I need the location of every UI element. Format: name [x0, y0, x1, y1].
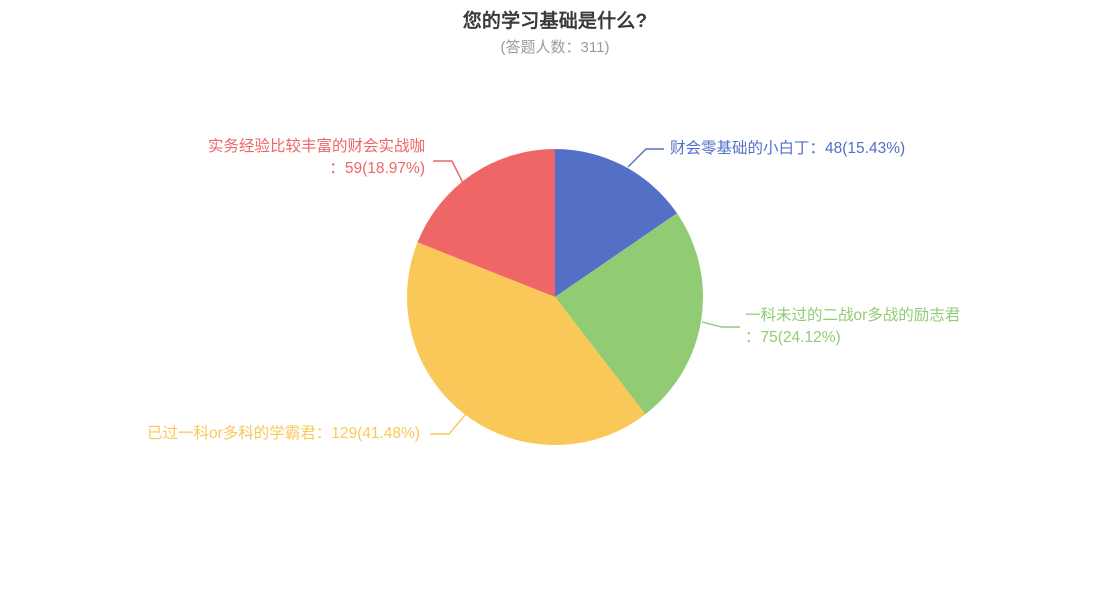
- leader-line-green: [701, 321, 740, 328]
- leader-line-yellow: [430, 413, 467, 435]
- pie-slice-red[interactable]: [417, 149, 555, 297]
- chart-subtitle-respondent-count: (答题人数：311): [500, 39, 610, 56]
- pie-label-yellow: 已过一科or多科的学霸君：129(41.48%): [146, 425, 420, 442]
- pie-slice-yellow[interactable]: [407, 242, 646, 445]
- page-title: 您的学习基础是什么?: [462, 11, 648, 32]
- leader-line-red: [433, 160, 464, 184]
- pie-label-red: 实务经验比较丰富的财会实战咖 ：59(18.97%): [207, 138, 425, 177]
- leader-line-blue: [627, 148, 664, 168]
- pie-label-blue: 财会零基础的小白丁：48(15.43%): [670, 140, 906, 157]
- pie-slice-blue[interactable]: [555, 149, 678, 297]
- pie-label-green: 一科未过的二战or多战的励志君 ：75(24.12%): [745, 307, 961, 346]
- pie-slice-green[interactable]: [555, 213, 704, 415]
